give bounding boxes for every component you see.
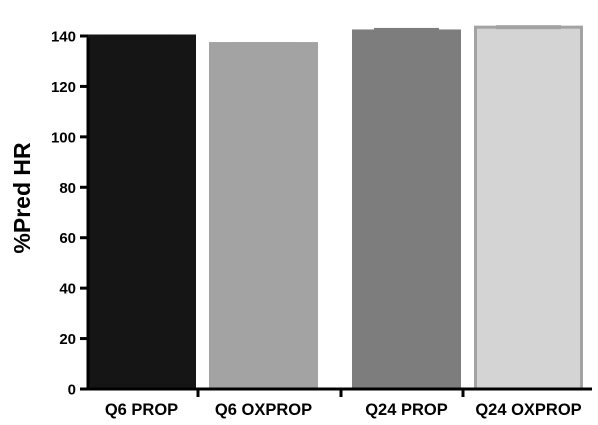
x-tick-label: Q6 PROP — [105, 401, 178, 419]
x-tick-label: Q24 OXPROP — [475, 401, 581, 419]
y-tick-label: 120 — [51, 79, 76, 96]
x-tick-label: Q6 OXPROP — [215, 401, 312, 419]
y-tick-label: 100 — [51, 129, 76, 146]
y-tick-label: 20 — [59, 331, 76, 348]
y-tick-label: 0 — [68, 382, 76, 399]
bar-q6-oxprop — [209, 42, 318, 391]
y-tick-label: 140 — [51, 29, 76, 46]
y-axis-title: %Pred HR — [9, 142, 35, 254]
error-cap-q24-oxprop — [496, 25, 561, 30]
error-cap-q6-oxprop — [231, 42, 296, 46]
error-cap-q24-prop — [374, 27, 439, 34]
bar-q6-prop — [87, 34, 196, 391]
y-tick-label: 60 — [59, 230, 76, 247]
error-cap-q6-prop — [109, 34, 174, 38]
bar-q24-prop — [352, 29, 461, 391]
y-tick-label: 80 — [59, 180, 76, 197]
bar-q24-oxprop — [474, 25, 583, 391]
x-tick-label: Q24 PROP — [365, 401, 448, 419]
y-tick-label: 40 — [59, 281, 76, 298]
plot-area: Q6 PROP Q6 OXPROP Q24 PROP Q24 OXPROP 0 20 40 6… — [51, 25, 592, 419]
